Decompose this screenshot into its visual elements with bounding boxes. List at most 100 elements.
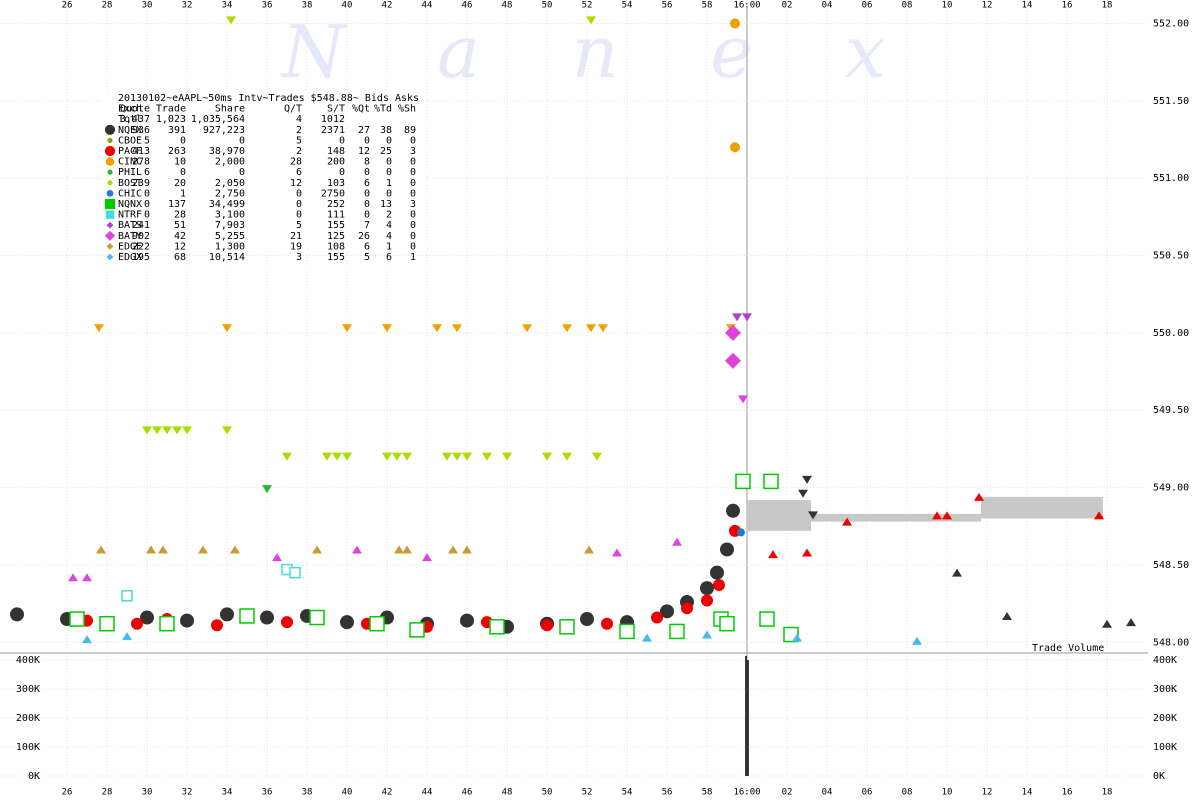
bid-marker	[612, 548, 622, 557]
x-tick-label-bottom: 46	[462, 788, 473, 798]
table-cell: 222	[132, 241, 150, 252]
x-tick-label-bottom: 48	[502, 788, 513, 798]
x-tick-label-bottom: 30	[142, 788, 153, 798]
ask-marker	[562, 452, 572, 461]
x-tick-label-bottom: 08	[902, 788, 913, 798]
ask-marker	[342, 324, 352, 333]
x-tick-label-top: 54	[622, 1, 633, 11]
x-tick-label-bottom: 28	[102, 788, 113, 798]
table-cell: 0	[410, 220, 416, 231]
table-cell: 391	[168, 125, 186, 136]
x-tick-label-bottom: 04	[822, 788, 833, 798]
x-tick-label-bottom: 34	[222, 788, 233, 798]
trade-marker	[669, 623, 685, 640]
ask-marker	[322, 452, 332, 461]
bid-marker	[68, 573, 78, 582]
trade-marker	[140, 610, 154, 625]
table-cell: 413	[132, 146, 150, 157]
table-cell: 0	[296, 210, 302, 221]
x-tick-label-top: 36	[262, 1, 273, 11]
bid-marker	[642, 633, 652, 642]
legend-label: CINC	[118, 157, 142, 168]
ask-marker	[442, 452, 452, 461]
bid-marker	[146, 545, 156, 554]
table-cell: 1,300	[215, 241, 245, 252]
x-tick-label-top: 48	[502, 1, 513, 11]
ask-marker	[222, 426, 232, 435]
table-cell: 2,050	[215, 178, 245, 189]
ask-marker	[94, 324, 104, 333]
ask-marker	[586, 324, 596, 333]
table-cell: 0	[410, 188, 416, 199]
x-tick-label-top: 46	[462, 1, 473, 11]
table-total-cell: 4	[296, 114, 302, 125]
table-cell: 3,100	[215, 210, 245, 221]
ask-marker	[182, 426, 192, 435]
ask-marker	[452, 452, 462, 461]
table-cell: 0	[410, 231, 416, 242]
table-cell: 278	[132, 157, 150, 168]
y2-tick-label-right: 100K	[1153, 742, 1177, 753]
table-header: Quote	[120, 104, 150, 115]
ask-marker	[732, 313, 742, 322]
table-cell: 0	[364, 188, 370, 199]
legend-label: PACF	[118, 146, 142, 157]
table-cell: 5,255	[215, 231, 245, 242]
annotation: Trade Volume	[1032, 643, 1104, 654]
table-cell: 0	[296, 188, 302, 199]
trade-marker	[69, 611, 85, 627]
x-tick-label-bottom: 10	[942, 788, 953, 798]
trade-marker	[340, 615, 354, 630]
table-cell: 0	[410, 241, 416, 252]
trade-marker	[725, 352, 741, 369]
x-tick-label-bottom: 40	[342, 788, 353, 798]
table-cell: 0	[180, 135, 186, 146]
legend-marker	[107, 169, 113, 175]
ask-marker	[798, 489, 808, 498]
y-tick-label: 550.50	[1153, 251, 1189, 262]
trade-marker	[580, 612, 594, 627]
trade-marker	[409, 622, 425, 638]
trade-marker	[726, 503, 740, 518]
table-cell: 5	[296, 220, 302, 231]
table-cell: 111	[327, 210, 345, 221]
ask-marker	[742, 313, 752, 322]
table-cell: 27	[358, 125, 370, 136]
y-tick-label: 549.00	[1153, 483, 1189, 494]
legend-marker	[104, 198, 116, 210]
x-tick-label-top: 52	[582, 1, 593, 11]
table-cell: 155	[327, 252, 345, 263]
table-cell: 68	[174, 252, 186, 263]
x-tick-label-top: 38	[302, 1, 313, 11]
table-cell: 2750	[321, 188, 345, 199]
legend-label: PHIL	[118, 167, 142, 178]
legend-marker	[104, 124, 116, 135]
x-tick-label-top: 30	[142, 1, 153, 11]
trade-marker	[763, 473, 779, 490]
bid-marker	[352, 545, 362, 554]
table-cell: 5	[296, 135, 302, 146]
y-tick-label: 552.00	[1153, 18, 1189, 29]
y2-tick-label-left: 300K	[16, 684, 40, 695]
ask-marker	[152, 426, 162, 435]
bid-marker	[198, 545, 208, 554]
bid-marker	[942, 511, 952, 520]
table-cell: 0	[144, 199, 150, 210]
ask-marker	[522, 324, 532, 333]
table-cell: 51	[174, 220, 186, 231]
bid-marker	[1002, 611, 1012, 620]
table-cell: 21	[290, 231, 302, 242]
legend-marker	[104, 145, 116, 157]
table-cell: 12	[174, 241, 186, 252]
table-cell: 6	[296, 167, 302, 178]
bid-marker	[842, 517, 852, 526]
table-cell: 26	[358, 231, 370, 242]
x-tick-label-top: 40	[342, 1, 353, 11]
table-total-cell: 3,437	[120, 114, 150, 125]
x-tick-label-bottom: 02	[782, 788, 793, 798]
bid-marker	[448, 545, 458, 554]
legend-marker	[106, 253, 114, 261]
table-cell: 28	[290, 157, 302, 168]
table-cell: 0	[410, 210, 416, 221]
ask-marker	[802, 475, 812, 484]
